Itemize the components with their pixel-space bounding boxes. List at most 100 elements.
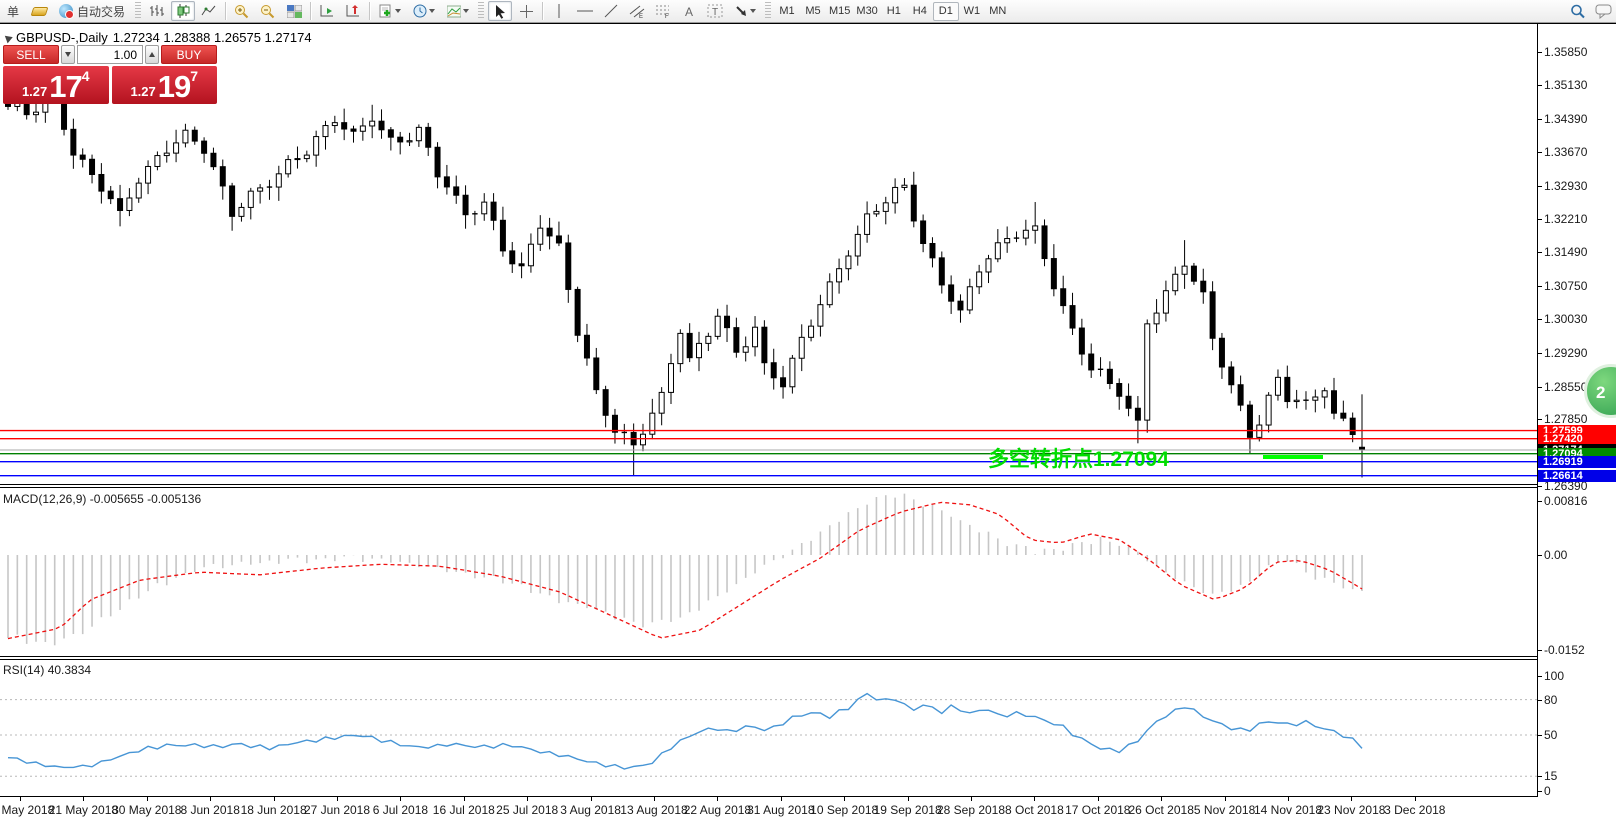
axis-tick (20, 797, 21, 801)
symbol-period-label: GBPUSD-,Daily (16, 30, 108, 45)
trendline-icon[interactable] (599, 1, 623, 21)
date-axis-label: 25 Jul 2018 (496, 803, 559, 817)
axis-tick (590, 797, 592, 801)
periods-button[interactable] (408, 1, 440, 21)
autotrade-button[interactable]: 自动交易 (53, 1, 131, 21)
tf-M1[interactable]: M1 (779, 5, 795, 17)
price-level-tag: 1.26919 (1538, 455, 1616, 468)
date-axis-label: 16 Jul 2018 (432, 803, 495, 817)
price-axis-label: 1.27850 (1544, 412, 1588, 426)
candlestick-chart[interactable]: 多空转折点1.27094 (0, 24, 1537, 485)
axis-tick (1538, 419, 1542, 420)
chevron-down-icon (395, 9, 401, 13)
date-axis-label: 31 Aug 2018 (747, 803, 815, 817)
volume-increase-button[interactable] (145, 45, 159, 64)
arrows-button[interactable] (729, 1, 761, 21)
price-axis-label: 0.00 (1544, 548, 1568, 562)
tf-M30[interactable]: M30 (856, 5, 878, 17)
price-axis-label: 0.00816 (1544, 494, 1588, 508)
panel-separator[interactable] (0, 656, 1616, 660)
panel-separator[interactable] (0, 484, 1616, 488)
svg-text:A: A (685, 5, 693, 18)
price-axis-label: 1.31490 (1544, 245, 1588, 260)
chat-icon[interactable] (1592, 1, 1616, 21)
rsi-label: RSI(14) 40.3834 (3, 663, 92, 677)
indicators-icon (379, 4, 391, 18)
date-axis-label: 26 Oct 2018 (1128, 803, 1194, 817)
volume-input[interactable]: 1.00 (77, 45, 143, 64)
line-chart-icon[interactable] (197, 1, 221, 21)
vertical-line-icon[interactable] (547, 1, 571, 21)
tf-W1[interactable]: W1 (963, 5, 981, 17)
horizontal-line-icon[interactable] (573, 1, 597, 21)
cursor-icon[interactable] (488, 1, 512, 21)
rsi-value: 40.3834 (47, 663, 92, 677)
tf-M5[interactable]: M5 (805, 5, 821, 17)
triangle-up-icon (149, 52, 155, 57)
date-axis-label: 19 Sep 2018 (873, 803, 942, 817)
sell-price-box[interactable]: 1.27 17 4 (3, 66, 109, 104)
templates-button[interactable] (442, 1, 474, 21)
date-axis-label: 18 Jun 2018 (240, 803, 307, 817)
ohlc-values: 1.27234 1.28388 1.26575 1.27174 (112, 30, 312, 45)
gold-ingot-icon[interactable] (27, 1, 51, 21)
axis-tick (1538, 735, 1542, 736)
axis-tick (1538, 699, 1542, 701)
new-order-label: 单 (6, 4, 19, 19)
tf-H1[interactable]: H1 (886, 5, 901, 17)
auto-scroll-icon[interactable] (315, 1, 339, 21)
axis-tick (1538, 85, 1542, 87)
axis-tick (1538, 791, 1542, 792)
axis-tick (717, 797, 719, 801)
text-label-icon[interactable]: T (703, 1, 727, 21)
fibonacci-icon[interactable]: F (651, 1, 675, 21)
buy-button[interactable]: BUY (161, 45, 217, 64)
axis-tick (844, 797, 846, 801)
chart-shift-icon[interactable] (341, 1, 365, 21)
axis-tick (210, 797, 212, 801)
axis-tick (1034, 797, 1036, 801)
date-axis-label: 17 Oct 2018 (1065, 803, 1131, 817)
axis-tick (1538, 555, 1542, 556)
macd-signal-value: -0.005136 (147, 492, 202, 506)
tf-D1[interactable]: D1 (932, 1, 959, 21)
sell-price-big: 17 (49, 69, 82, 104)
zoom-in-icon[interactable] (230, 1, 254, 21)
axis-tick (1538, 386, 1542, 388)
price-axis-label: 1.30750 (1544, 278, 1588, 293)
crosshair-icon[interactable] (514, 1, 538, 21)
axis-tick (1351, 797, 1353, 801)
sell-button[interactable]: SELL (3, 45, 59, 64)
date-axis-label: 5 Nov 2018 (1193, 803, 1256, 817)
equidistant-channel-icon[interactable]: E (625, 1, 649, 21)
price-axis-label: -0.0152 (1544, 643, 1585, 657)
zoom-out-icon[interactable] (256, 1, 280, 21)
tile-windows-icon[interactable] (282, 1, 306, 21)
buy-price-pip: 7 (190, 68, 199, 84)
axis-tick (1538, 52, 1542, 54)
volume-decrease-button[interactable] (61, 45, 75, 64)
price-axis-label: 1.29290 (1544, 345, 1588, 360)
new-order-button[interactable]: 单 (1, 1, 25, 21)
price-axis-label: 100 (1544, 669, 1565, 683)
tf-M15[interactable]: M15 (829, 5, 851, 17)
indicators-button[interactable] (374, 1, 406, 21)
text-icon[interactable]: A (677, 1, 701, 21)
axis-tick (337, 797, 338, 801)
price-axis-label: 1.35850 (1544, 45, 1588, 60)
date-axis-label: 3 Aug 2018 (560, 803, 621, 817)
search-icon[interactable] (1566, 1, 1590, 21)
buy-price-box[interactable]: 1.27 19 7 (111, 66, 217, 104)
price-axis-label: 0 (1544, 784, 1551, 797)
rsi-indicator-chart[interactable] (0, 660, 1537, 796)
bar-chart-icon[interactable] (145, 1, 169, 21)
macd-indicator-chart[interactable] (0, 488, 1537, 656)
toolbar-grip (478, 2, 484, 20)
tf-MN[interactable]: MN (989, 5, 1007, 17)
candlestick-icon[interactable] (171, 1, 195, 21)
tf-H4[interactable]: H4 (912, 5, 927, 17)
price-axis-label: 50 (1544, 728, 1558, 742)
price-axis-label: 1.26390 (1544, 478, 1588, 493)
date-axis-label: 3 Dec 2018 (1384, 803, 1446, 817)
